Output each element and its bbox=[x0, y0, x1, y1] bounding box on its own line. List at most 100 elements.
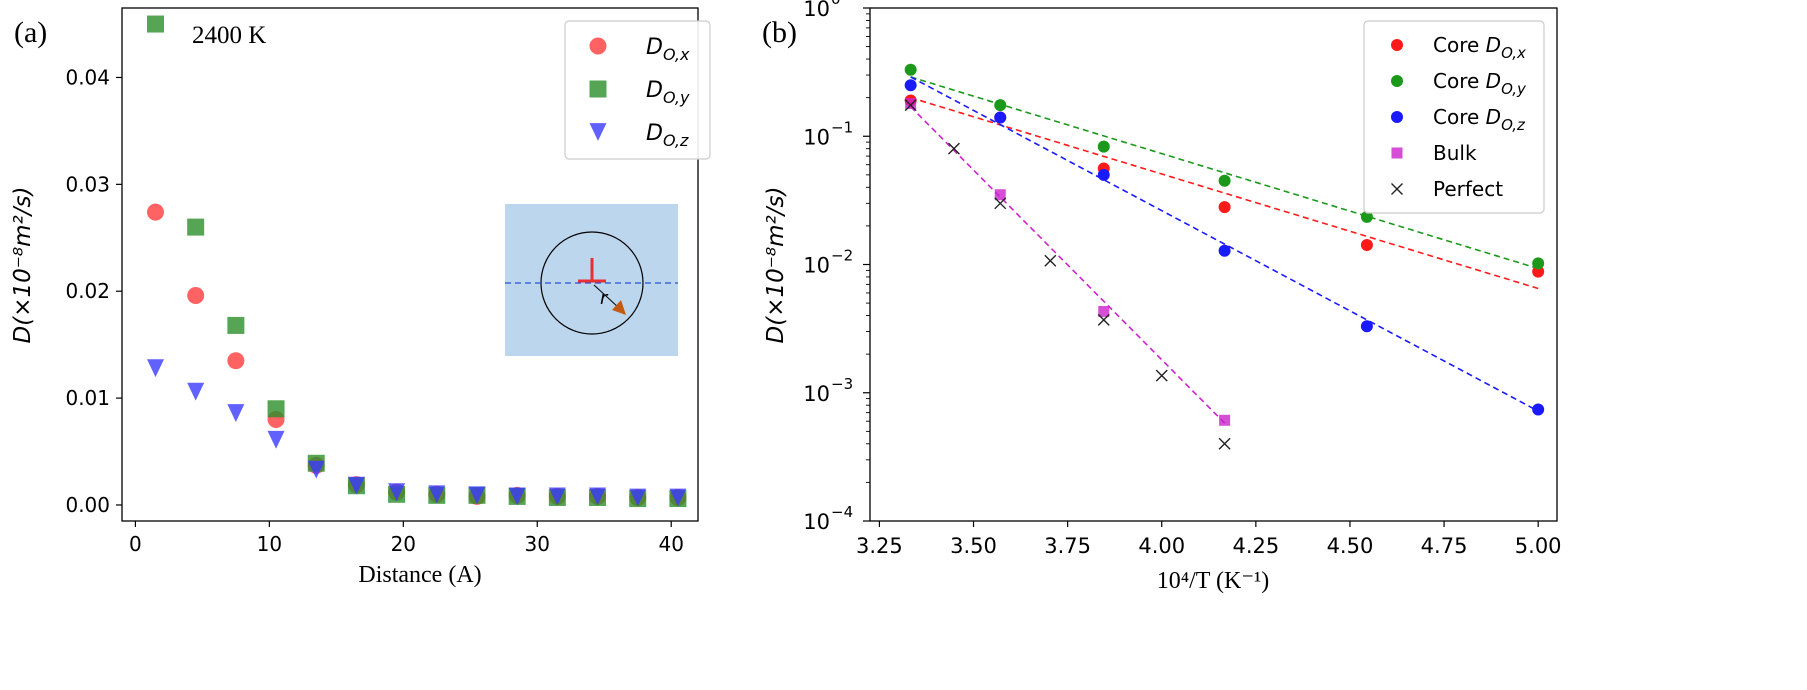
x-tick-label: 3.75 bbox=[1044, 534, 1091, 558]
panel-a-points bbox=[146, 15, 687, 508]
x-tick-label: 5.00 bbox=[1515, 534, 1562, 558]
legend-prefix: Core bbox=[1433, 33, 1486, 57]
data-point-O-x bbox=[187, 286, 205, 304]
data-point-O-z bbox=[508, 487, 526, 506]
data-point-core-d-o-x- bbox=[1532, 265, 1545, 278]
x-tick-label: 4.50 bbox=[1327, 534, 1374, 558]
data-point-perfect bbox=[994, 197, 1007, 210]
data-point-O-z bbox=[187, 382, 205, 401]
panel-a-ylabel: D(×10⁻⁸m²/s) bbox=[10, 187, 36, 344]
fit-line bbox=[910, 76, 1539, 412]
panel-b-fit-lines bbox=[910, 76, 1539, 424]
legend-marker bbox=[1391, 39, 1403, 51]
panel-b-ticks: 3.25 3.50 3.75 4.00 4.25 4.50 4.75 5.0010−410−3… bbox=[803, 0, 1561, 558]
data-point-perfect bbox=[1155, 369, 1168, 382]
x-tick-label: 4.75 bbox=[1421, 534, 1468, 558]
data-point-core-d-o-y- bbox=[1218, 174, 1231, 187]
y-tick-label: 10 bbox=[803, 382, 830, 406]
temperature-annotation: 2400 K bbox=[192, 22, 266, 49]
data-point-O-y bbox=[227, 316, 245, 334]
data-point-O-z bbox=[548, 487, 566, 506]
y-tick-label: 10 bbox=[803, 0, 830, 21]
legend-label: Bulk bbox=[1433, 141, 1477, 165]
legend-marker bbox=[589, 80, 607, 98]
panel-b-xlabel: 10⁴/T (K⁻¹) bbox=[1157, 568, 1269, 594]
x-tick-label: 40 bbox=[658, 532, 683, 556]
data-point-O-z bbox=[428, 485, 446, 504]
data-point-bulk bbox=[1219, 414, 1231, 426]
legend-label: Core DO,z bbox=[1433, 105, 1526, 134]
legend-subscript: O,z bbox=[1501, 116, 1526, 134]
x-tick-label: 3.50 bbox=[950, 534, 997, 558]
data-point-O-y bbox=[187, 218, 205, 236]
data-point-core-d-o-z- bbox=[1360, 320, 1373, 333]
legend-subscript: O,y bbox=[1501, 80, 1527, 98]
panel-b-points bbox=[904, 63, 1545, 450]
data-point-perfect bbox=[904, 99, 917, 112]
y-tick-exponent: −3 bbox=[831, 375, 853, 393]
data-point-O-z bbox=[227, 404, 245, 422]
panel-a: (a) 0 10 20 30 40 0.00 0.01 0.02 0.03 0.04 r 2400… bbox=[10, 7, 711, 588]
legend-marker bbox=[1391, 111, 1403, 123]
legend-box bbox=[1363, 20, 1545, 214]
panel-b: (b) 3.25 3.50 3.75 4.00 4.25 4.50 4.75 5.00 10 −4… bbox=[762, 0, 1562, 594]
data-point-core-d-o-y- bbox=[1532, 257, 1545, 270]
data-point-bulk bbox=[1098, 306, 1110, 318]
legend-subscript: O,y bbox=[663, 88, 690, 107]
x-tick-label: 20 bbox=[391, 532, 416, 556]
y-tick-label: 0.01 bbox=[65, 386, 110, 410]
legend-symbol: D bbox=[1486, 69, 1501, 93]
data-point-core-d-o-y- bbox=[904, 63, 917, 76]
x-tick-label: 30 bbox=[525, 532, 550, 556]
data-point-O-y bbox=[146, 15, 164, 33]
legend-subscript: O,x bbox=[1501, 44, 1526, 62]
data-point-bulk bbox=[994, 189, 1006, 201]
fit-line bbox=[910, 106, 1226, 424]
legend-prefix: Bulk bbox=[1433, 141, 1477, 165]
data-point-core-d-o-x- bbox=[1218, 201, 1231, 214]
data-point-O-z bbox=[589, 487, 607, 506]
y-tick-exponent: −2 bbox=[831, 247, 853, 265]
panel-b-label: (b) bbox=[762, 16, 797, 49]
x-tick-label: 4.00 bbox=[1138, 534, 1185, 558]
legend-prefix: Core bbox=[1433, 105, 1486, 129]
legend-marker bbox=[1391, 75, 1403, 87]
data-point-perfect bbox=[1097, 313, 1110, 326]
legend-marker bbox=[1391, 183, 1403, 195]
data-point-core-d-o-z- bbox=[994, 111, 1007, 124]
data-point-perfect bbox=[1044, 254, 1057, 267]
x-tick-label: 0 bbox=[129, 532, 142, 556]
legend-label: Core DO,x bbox=[1433, 33, 1526, 62]
data-point-O-z bbox=[468, 486, 486, 505]
data-point-O-z bbox=[267, 430, 285, 449]
legend-subscript: O,z bbox=[663, 131, 689, 150]
inset-radius-arrow bbox=[612, 300, 626, 315]
x-tick-label: 10 bbox=[257, 532, 282, 556]
data-point-bulk bbox=[905, 98, 917, 110]
legend-marker bbox=[589, 37, 607, 55]
y-tick-exponent: 0 bbox=[831, 0, 841, 8]
data-point-core-d-o-y- bbox=[1097, 140, 1110, 153]
data-point-O-x bbox=[227, 352, 245, 370]
panel-b-ylabel: D(×10⁻⁸m²/s) bbox=[763, 187, 789, 344]
y-tick-exponent: −4 bbox=[831, 503, 853, 521]
legend-label: Core DO,y bbox=[1433, 69, 1527, 98]
legend-prefix: Core bbox=[1433, 69, 1486, 93]
data-point-O-y bbox=[267, 400, 285, 418]
x-tick-label: 4.25 bbox=[1232, 534, 1279, 558]
y-tick-label: 0.02 bbox=[65, 279, 110, 303]
data-point-O-z bbox=[669, 488, 687, 507]
data-point-O-z bbox=[388, 483, 406, 502]
x-tick-label: 3.25 bbox=[856, 534, 903, 558]
panel-a-legend: DO,xDO,yDO,z bbox=[564, 20, 711, 160]
legend-symbol: D bbox=[1486, 105, 1501, 129]
data-point-core-d-o-z- bbox=[1097, 168, 1110, 181]
y-tick-label: 0.04 bbox=[65, 65, 110, 89]
data-point-core-d-o-z- bbox=[904, 79, 917, 92]
inset-radius-line bbox=[593, 284, 620, 309]
panel-a-axes-frame bbox=[121, 7, 699, 522]
data-point-O-x bbox=[146, 203, 164, 221]
panel-a-ticks: 0 10 20 30 40 0.00 0.01 0.02 0.03 0.04 bbox=[65, 65, 683, 556]
